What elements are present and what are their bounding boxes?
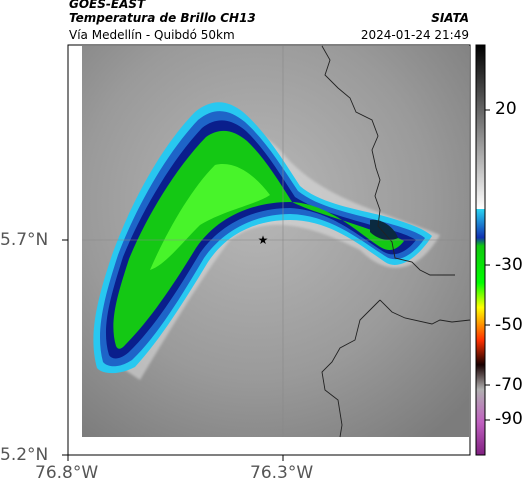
product-title: Temperatura de Brillo CH13	[69, 11, 256, 25]
colorbar	[475, 44, 486, 456]
colorbar-tick-5: -90	[495, 409, 523, 429]
lon-tick-2: 76.3°W	[250, 463, 314, 483]
lon-tick-1: 76.8°W	[35, 463, 99, 483]
cloud-green-core	[113, 130, 405, 349]
region-label: Vía Medellín - Quibdó 50km	[69, 28, 235, 42]
satellite-title: GOES-EAST	[69, 0, 146, 11]
colorbar-tick-1: 20	[495, 99, 517, 119]
lat-tick-2: 5.2°N	[0, 445, 49, 465]
colorbar-tick-2: -30	[495, 255, 523, 275]
border-north	[321, 45, 455, 276]
cloud-bright-core	[150, 164, 270, 270]
lat-tick-1: 5.7°N	[0, 230, 49, 250]
star-icon: ★	[258, 233, 269, 247]
datetime-label: 2024-01-24 21:49	[360, 28, 469, 42]
border-south	[379, 299, 471, 325]
agency-label: SIATA	[431, 11, 469, 25]
coastline-west	[321, 299, 381, 438]
colorbar-tick-3: -50	[495, 315, 523, 335]
cloud-dark-east-patch	[370, 219, 398, 240]
colorbar-tick-4: -70	[495, 375, 523, 395]
